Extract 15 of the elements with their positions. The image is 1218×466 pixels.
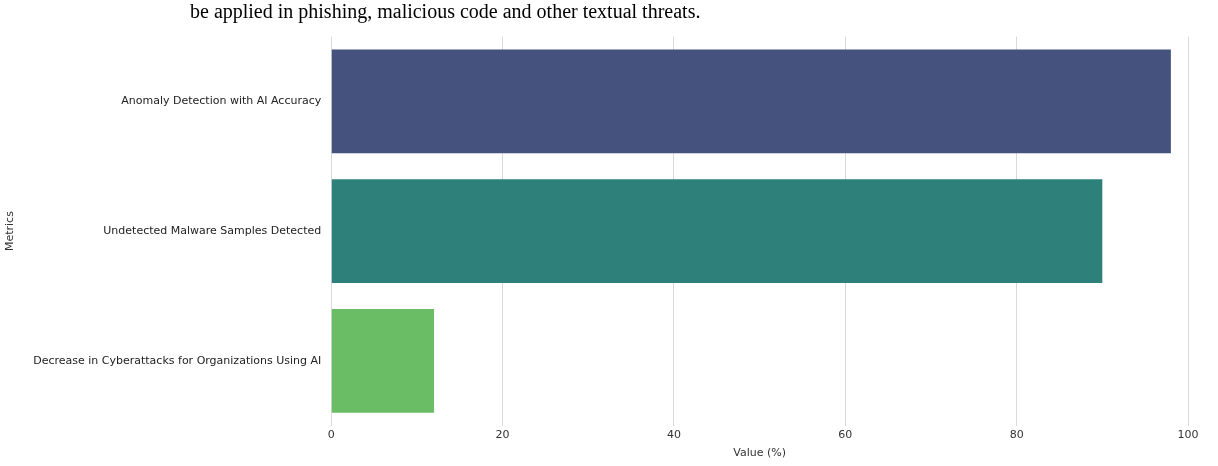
y-axis-title: Metrics [3,210,17,252]
x-tick-label: 0 [327,428,335,442]
bar [331,179,1103,283]
x-tick-label: 40 [666,428,681,442]
y-tick-label: Decrease in Cyberattacks for Organizations Using AI [33,353,322,367]
y-tick-label: Undetected Malware Samples Detected [103,223,322,237]
x-tick-label: 100 [1177,428,1199,442]
x-tick-label: 20 [495,428,510,442]
x-tick-label: 80 [1009,428,1024,442]
y-tick-label: Anomaly Detection with AI Accuracy [121,94,322,108]
x-axis-title: Value (%) [733,446,786,460]
text: be applied in phishing, malicious code and other textual threats. [190,0,701,22]
bar [331,308,435,413]
x-tick-label: 60 [838,428,853,442]
bar [331,49,1171,154]
